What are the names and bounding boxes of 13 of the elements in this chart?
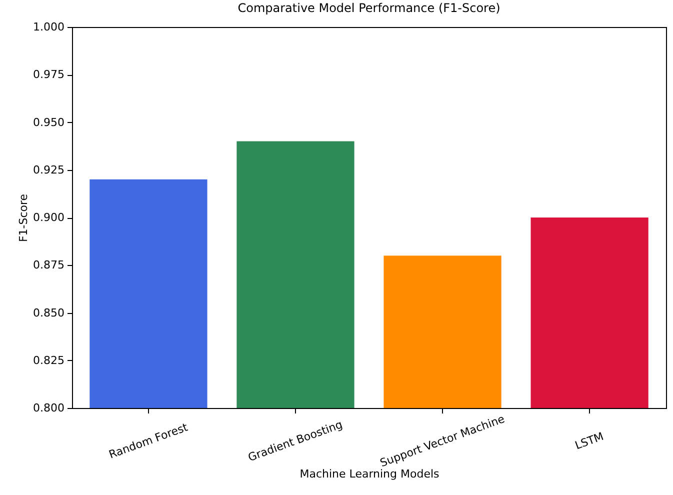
x-axis-title: Machine Learning Models <box>300 468 440 481</box>
y-tick-label: 0.950 <box>33 116 64 129</box>
y-tick-label: 0.800 <box>33 402 64 414</box>
y-tick-label: 1.000 <box>33 20 64 34</box>
y-tick-label: 0.875 <box>33 258 64 272</box>
y-tick-label: 0.925 <box>33 163 64 176</box>
chart-title: Comparative Model Performance (F1-Score) <box>238 1 500 15</box>
x-tick-label: LSTM <box>573 430 606 452</box>
y-tick-label: 0.825 <box>33 354 64 367</box>
y-tick-label: 0.975 <box>33 68 64 82</box>
y-tick-label: 0.850 <box>33 306 64 320</box>
y-tick-label: 0.900 <box>33 211 64 224</box>
y-axis-title: F1-Score <box>17 194 30 242</box>
